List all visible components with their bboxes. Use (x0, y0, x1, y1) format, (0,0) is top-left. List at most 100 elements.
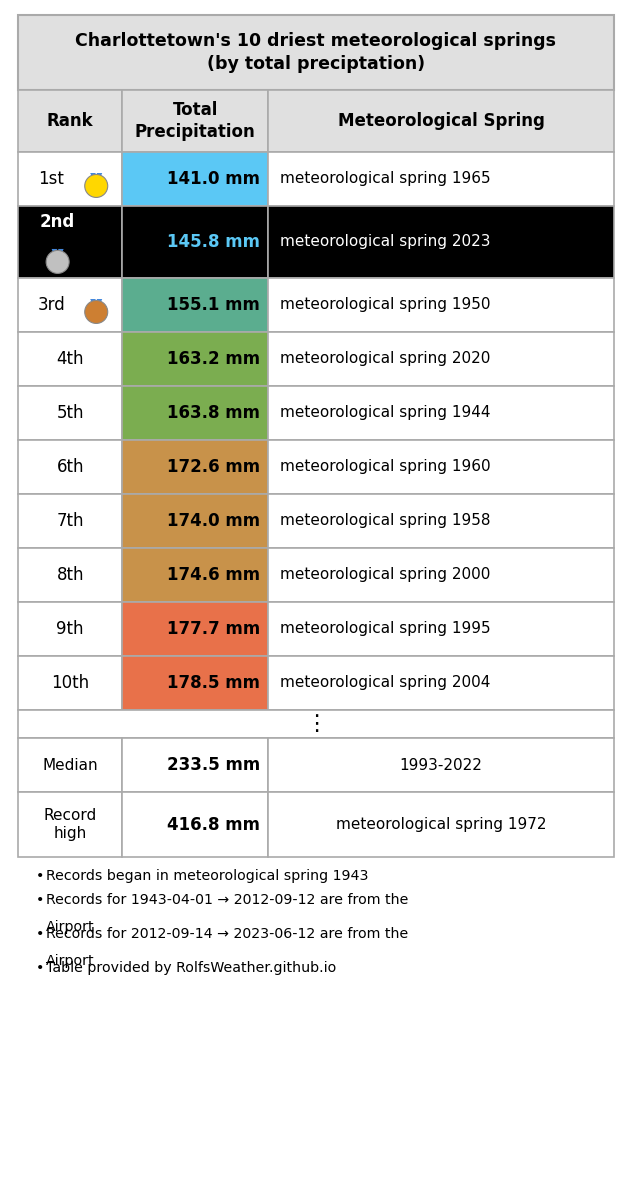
Bar (269, 386, 614, 440)
Text: 3rd: 3rd (37, 296, 65, 314)
Text: 1993-2022: 1993-2022 (399, 757, 483, 773)
Text: 8th: 8th (56, 566, 84, 584)
Text: 1st: 1st (39, 170, 64, 188)
Text: 6th: 6th (56, 458, 84, 476)
Text: •: • (36, 894, 44, 907)
Bar (269, 152, 614, 206)
Bar (269, 792, 614, 857)
Text: 233.5 mm: 233.5 mm (167, 756, 260, 774)
Bar (269, 494, 614, 548)
Text: 177.7 mm: 177.7 mm (167, 620, 260, 638)
Text: 10th: 10th (51, 674, 89, 692)
Text: 7th: 7th (56, 512, 84, 530)
Polygon shape (97, 173, 102, 180)
Text: 178.5 mm: 178.5 mm (167, 674, 260, 692)
Text: 9th: 9th (56, 620, 84, 638)
Bar (18, 792, 123, 857)
Bar (18, 278, 123, 332)
Bar (123, 792, 269, 857)
Text: •: • (36, 869, 44, 883)
Bar (123, 152, 269, 206)
Text: 416.8 mm: 416.8 mm (167, 816, 260, 834)
Text: Airport: Airport (46, 920, 95, 934)
Bar (123, 548, 269, 602)
Bar (18, 90, 123, 152)
Polygon shape (97, 299, 102, 306)
Text: 5th: 5th (56, 404, 84, 422)
Text: Table provided by RolfsWeather.github.io: Table provided by RolfsWeather.github.io (46, 961, 336, 976)
Text: 141.0 mm: 141.0 mm (167, 170, 260, 188)
Bar (269, 206, 614, 278)
Bar (18, 656, 123, 710)
Bar (123, 440, 269, 494)
Polygon shape (90, 173, 95, 180)
Text: Median: Median (42, 757, 98, 773)
Text: meteorological spring 2004: meteorological spring 2004 (281, 676, 490, 690)
Bar (269, 738, 614, 792)
Text: Charlottetown's 10 driest meteorological springs
(by total preciptation): Charlottetown's 10 driest meteorological… (75, 32, 557, 72)
Text: 163.2 mm: 163.2 mm (167, 350, 260, 368)
Bar (269, 440, 614, 494)
Text: •: • (36, 961, 44, 976)
Text: 4th: 4th (56, 350, 84, 368)
Bar (18, 738, 123, 792)
Bar (123, 602, 269, 656)
Bar (123, 386, 269, 440)
Bar (123, 90, 269, 152)
Bar (18, 710, 614, 738)
Text: Records began in meteorological spring 1943: Records began in meteorological spring 1… (46, 869, 368, 883)
Text: Airport: Airport (46, 954, 95, 968)
Text: meteorological spring 1944: meteorological spring 1944 (281, 406, 491, 420)
Text: Meteorological Spring: Meteorological Spring (337, 112, 545, 130)
Text: meteorological spring 1995: meteorological spring 1995 (281, 622, 491, 636)
Text: meteorological spring 1950: meteorological spring 1950 (281, 298, 491, 312)
Bar (123, 332, 269, 386)
Text: 145.8 mm: 145.8 mm (167, 233, 260, 251)
Bar (269, 278, 614, 332)
Text: meteorological spring 1972: meteorological spring 1972 (336, 817, 547, 832)
Text: Records for 1943-04-01 → 2012-09-12 are from the: Records for 1943-04-01 → 2012-09-12 are … (46, 894, 408, 907)
Bar (269, 602, 614, 656)
Bar (123, 738, 269, 792)
Text: meteorological spring 1960: meteorological spring 1960 (281, 460, 491, 474)
Circle shape (85, 174, 107, 198)
Bar (269, 90, 614, 152)
Text: Rank: Rank (47, 112, 94, 130)
Polygon shape (58, 248, 64, 256)
Bar (123, 494, 269, 548)
Bar (123, 206, 269, 278)
Polygon shape (52, 248, 57, 256)
Bar (18, 386, 123, 440)
Bar (18, 494, 123, 548)
Bar (18, 548, 123, 602)
Bar (18, 332, 123, 386)
Text: 2nd: 2nd (40, 212, 75, 230)
Text: Records for 2012-09-14 → 2023-06-12 are from the: Records for 2012-09-14 → 2023-06-12 are … (46, 928, 408, 942)
Text: meteorological spring 2020: meteorological spring 2020 (281, 352, 490, 366)
Circle shape (85, 300, 107, 324)
Text: 163.8 mm: 163.8 mm (167, 404, 260, 422)
Bar (123, 278, 269, 332)
Text: 174.0 mm: 174.0 mm (167, 512, 260, 530)
Bar (18, 440, 123, 494)
Circle shape (46, 251, 69, 274)
Text: Record
high: Record high (44, 808, 97, 841)
Text: meteorological spring 2023: meteorological spring 2023 (281, 234, 491, 250)
Bar (18, 206, 123, 278)
Text: Total
Precipitation: Total Precipitation (135, 101, 256, 142)
Text: ⋮: ⋮ (305, 714, 327, 734)
Text: meteorological spring 1965: meteorological spring 1965 (281, 172, 491, 186)
Bar (18, 152, 123, 206)
Bar (269, 548, 614, 602)
Text: •: • (36, 928, 44, 942)
Bar (123, 656, 269, 710)
Text: 172.6 mm: 172.6 mm (167, 458, 260, 476)
Polygon shape (90, 299, 95, 306)
Bar (269, 656, 614, 710)
Text: 155.1 mm: 155.1 mm (167, 296, 260, 314)
Bar (18, 602, 123, 656)
Text: meteorological spring 2000: meteorological spring 2000 (281, 568, 490, 582)
Text: meteorological spring 1958: meteorological spring 1958 (281, 514, 491, 528)
Bar (269, 332, 614, 386)
Text: 174.6 mm: 174.6 mm (167, 566, 260, 584)
